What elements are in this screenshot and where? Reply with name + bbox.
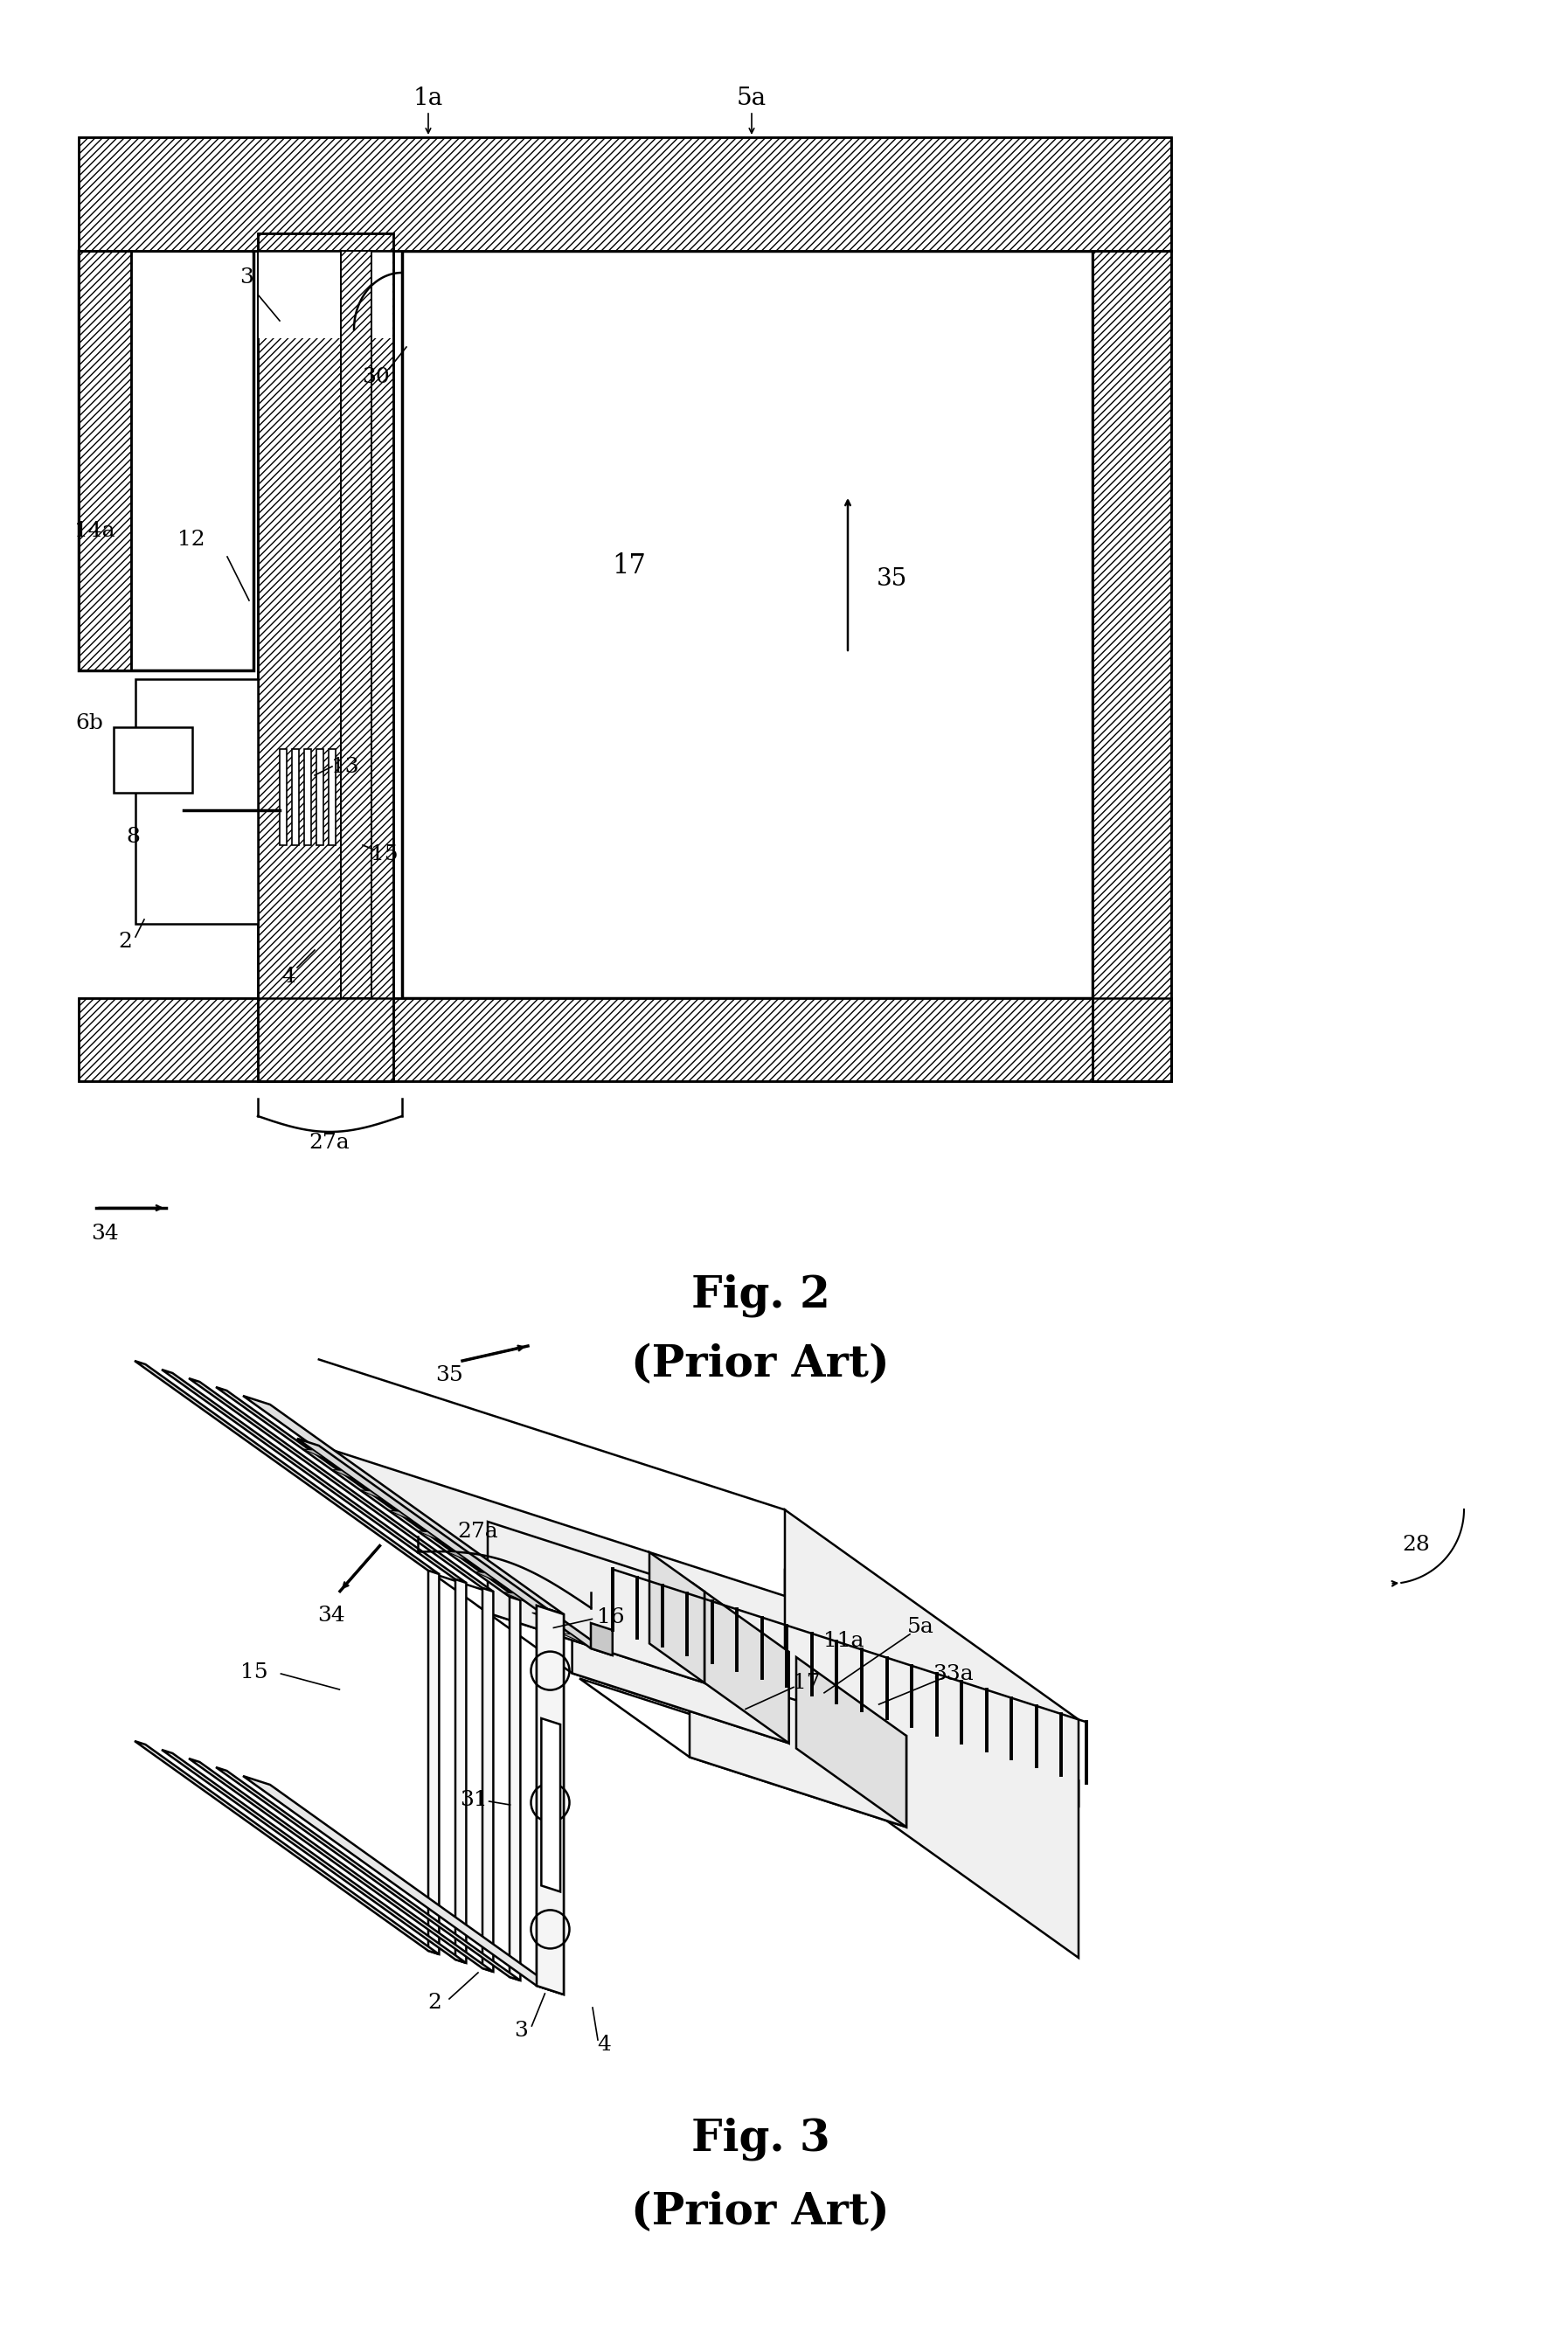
Polygon shape: [649, 1552, 704, 1683]
Text: 13: 13: [331, 758, 359, 776]
Polygon shape: [797, 1657, 906, 1828]
Polygon shape: [561, 1634, 583, 1643]
Bar: [1093, 252, 1171, 1082]
Polygon shape: [216, 1387, 521, 1601]
Text: 17: 17: [793, 1674, 820, 1692]
Bar: [78, 998, 1171, 1082]
Text: 1a: 1a: [414, 86, 444, 110]
Text: 33a: 33a: [933, 1664, 974, 1683]
Bar: [257, 233, 394, 1082]
Text: Fig. 2: Fig. 2: [691, 1273, 829, 1317]
Bar: [113, 727, 193, 793]
Bar: [401, 252, 1093, 998]
Text: 16: 16: [597, 1608, 626, 1627]
Bar: [133, 252, 252, 669]
Text: 3: 3: [240, 268, 254, 287]
Polygon shape: [580, 1678, 906, 1828]
Polygon shape: [298, 1438, 613, 1655]
Bar: [329, 748, 336, 846]
Polygon shape: [536, 1606, 564, 1995]
Text: 17: 17: [613, 552, 646, 578]
Text: 30: 30: [362, 368, 390, 387]
Polygon shape: [135, 1361, 439, 1573]
Text: 11a: 11a: [823, 1632, 864, 1650]
Bar: [78, 252, 254, 671]
Text: 8: 8: [125, 828, 140, 846]
Text: (Prior Art): (Prior Art): [632, 2191, 889, 2235]
Polygon shape: [532, 1613, 555, 1622]
Polygon shape: [361, 1490, 383, 1499]
Polygon shape: [216, 1767, 521, 1981]
Text: 35: 35: [436, 1364, 463, 1385]
Polygon shape: [135, 1741, 439, 1953]
Bar: [304, 748, 310, 846]
Polygon shape: [503, 1592, 527, 1601]
Text: 27a: 27a: [458, 1522, 499, 1541]
Text: 2: 2: [118, 932, 132, 951]
Text: 5a: 5a: [906, 1618, 935, 1636]
Polygon shape: [510, 1597, 521, 1981]
Polygon shape: [243, 1776, 564, 1995]
Polygon shape: [428, 1571, 439, 1953]
Bar: [279, 748, 287, 846]
Polygon shape: [541, 1718, 560, 1893]
Text: 3: 3: [514, 2021, 528, 2042]
Bar: [78, 138, 1171, 252]
Text: 34: 34: [91, 1224, 119, 1245]
Polygon shape: [331, 1469, 354, 1480]
Polygon shape: [433, 1573, 704, 1683]
Text: 28: 28: [1402, 1534, 1430, 1555]
Polygon shape: [162, 1751, 466, 1963]
Polygon shape: [591, 1622, 1079, 1807]
Bar: [340, 252, 372, 998]
Bar: [340, 252, 372, 998]
Polygon shape: [243, 1396, 564, 1615]
Polygon shape: [162, 1371, 466, 1583]
Polygon shape: [483, 1587, 494, 1972]
Bar: [78, 998, 1171, 1082]
Polygon shape: [298, 1438, 1079, 1807]
Polygon shape: [417, 1531, 441, 1541]
Polygon shape: [693, 1583, 789, 1744]
Text: 6b: 6b: [75, 713, 103, 732]
Bar: [78, 252, 132, 671]
Bar: [1093, 252, 1171, 1082]
Polygon shape: [303, 1450, 326, 1459]
Bar: [78, 138, 1171, 252]
Bar: [78, 252, 132, 671]
Bar: [135, 678, 257, 923]
Polygon shape: [690, 1667, 906, 1828]
Polygon shape: [591, 1622, 613, 1655]
Text: 4: 4: [282, 967, 295, 986]
Text: 27a: 27a: [309, 1133, 350, 1152]
Text: 15: 15: [370, 844, 398, 865]
Text: 12: 12: [177, 529, 205, 550]
Text: Fig. 3: Fig. 3: [691, 2117, 829, 2161]
Polygon shape: [488, 1522, 704, 1683]
Text: 35: 35: [877, 566, 906, 590]
Text: 31: 31: [459, 1790, 488, 1811]
Polygon shape: [786, 1510, 1079, 1958]
Polygon shape: [389, 1510, 412, 1520]
Polygon shape: [572, 1583, 789, 1744]
Polygon shape: [188, 1378, 494, 1592]
Text: 4: 4: [597, 2035, 612, 2056]
Bar: [292, 748, 299, 846]
Polygon shape: [475, 1571, 497, 1583]
Text: 34: 34: [317, 1606, 345, 1625]
Text: 5a: 5a: [737, 86, 767, 110]
Polygon shape: [188, 1758, 494, 1972]
Text: 15: 15: [240, 1662, 268, 1683]
Polygon shape: [455, 1580, 466, 1963]
Polygon shape: [786, 1571, 1079, 1807]
Polygon shape: [536, 1606, 564, 1995]
Text: 2: 2: [428, 1993, 441, 2014]
Text: (Prior Art): (Prior Art): [632, 1343, 889, 1387]
Polygon shape: [447, 1552, 469, 1562]
Bar: [257, 233, 394, 1082]
Text: 14a: 14a: [74, 520, 114, 541]
Bar: [259, 252, 392, 338]
Polygon shape: [477, 1606, 789, 1744]
Bar: [317, 748, 323, 846]
